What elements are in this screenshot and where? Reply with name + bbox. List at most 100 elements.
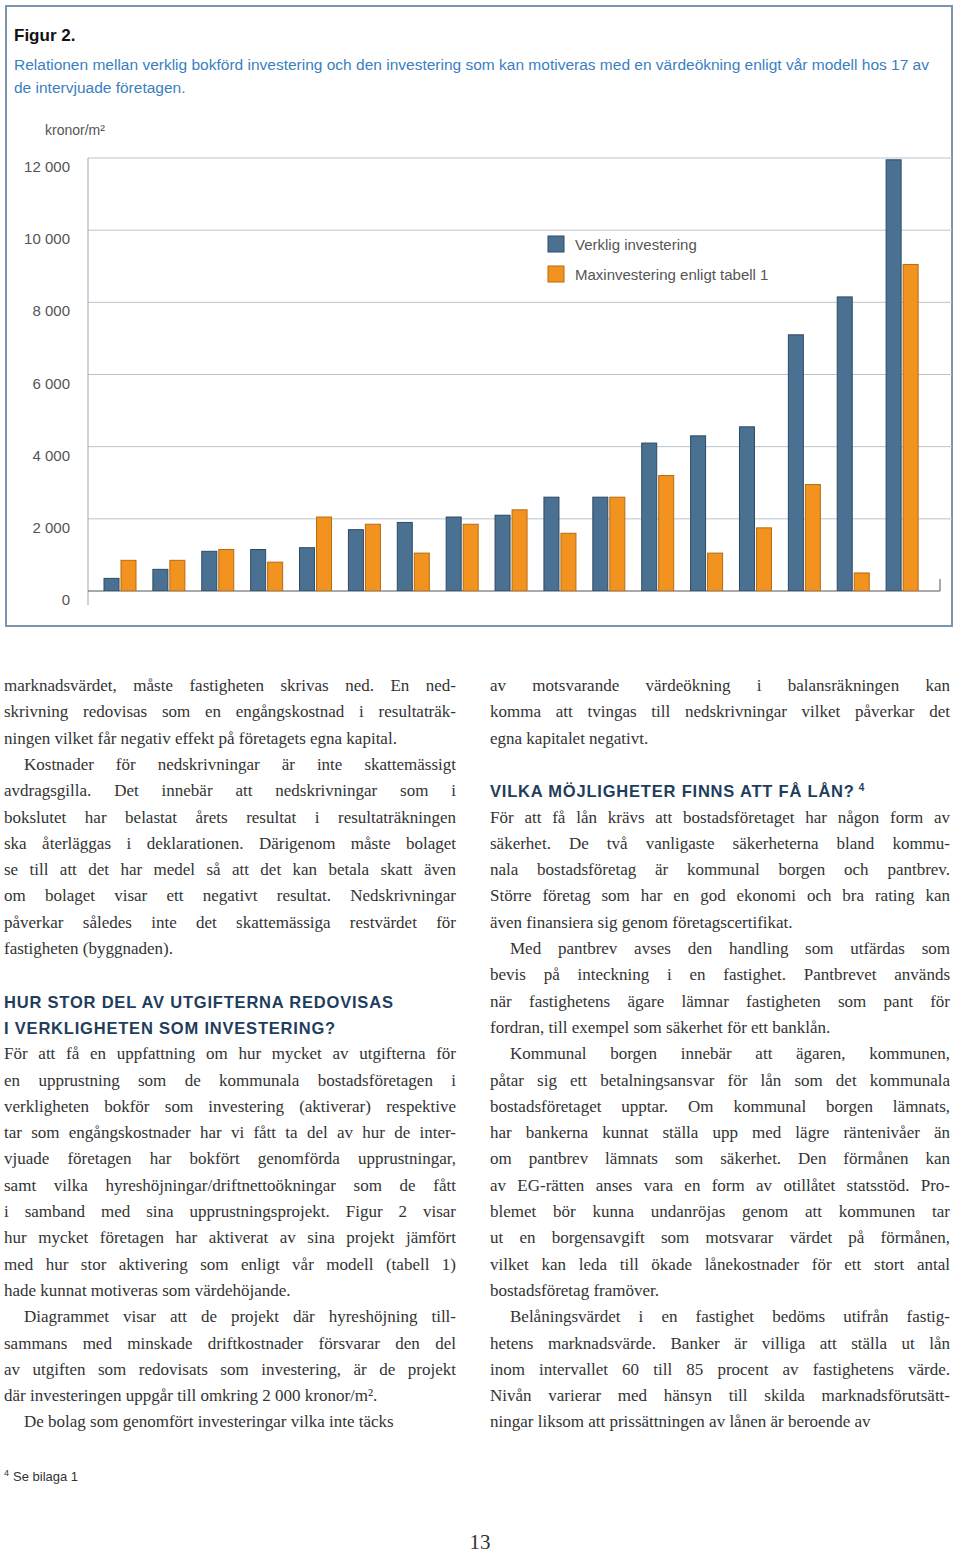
heading-text: HUR STOR DEL AV UTGIFTERNA REDOVISAS — [4, 993, 394, 1011]
text-line: fastigheten (byggnaden). — [4, 936, 456, 962]
heading-line: HUR STOR DEL AV UTGIFTERNA REDOVISAS — [4, 989, 394, 1015]
y-tick-label: 0 — [62, 591, 70, 608]
text-line: Diagrammet visar att de projekt där hyre… — [4, 1304, 456, 1330]
text-line: skrivning redovisas som en engångskostna… — [4, 699, 456, 725]
bar — [708, 553, 723, 591]
figure-caption: Relationen mellan verklig bokförd invest… — [14, 53, 944, 99]
text-line: Nivån varierar med hänsyn till skilda ma… — [490, 1383, 950, 1409]
text-line: när fastighetens ägare lämnar fastighete… — [490, 989, 950, 1015]
text-line: ut en borgensavgift som motsvarar värdet… — [490, 1225, 950, 1251]
bar — [788, 335, 803, 591]
text-line: komma att tvingas till nedskrivningar vi… — [490, 699, 950, 725]
chart: kronor/m² 0 2 000 4 000 6 000 8 000 10 000 12 0… — [0, 0, 960, 632]
bar — [268, 562, 283, 591]
bar — [561, 533, 576, 591]
text-line: avdragsgilla. Det innebär att nedskrivni… — [4, 778, 456, 804]
bar — [837, 297, 852, 591]
text-line: vilket kan leda till ökade lånekostnader… — [490, 1252, 950, 1278]
text-line: inom intervallet 60 till 85 procent av f… — [490, 1357, 950, 1383]
text-line: För att få lån krävs att bostadsföretage… — [490, 805, 950, 831]
legend-swatch — [548, 236, 564, 252]
text-line: hetens marknadsvärde. Banker är villiga … — [490, 1331, 950, 1357]
grid-line — [88, 158, 952, 159]
bar — [121, 560, 136, 591]
bar — [317, 517, 332, 591]
text-line: marknadsvärdet, måste fastigheten skriva… — [4, 673, 456, 699]
text-line: har bankerna kunnat ställa upp med lägre… — [490, 1120, 950, 1146]
bar — [495, 515, 510, 591]
bar — [170, 560, 185, 591]
figure-title: Figur 2. — [14, 26, 75, 46]
grid-line — [88, 374, 952, 375]
bar — [610, 497, 625, 591]
bar — [805, 485, 820, 591]
bar — [854, 573, 869, 591]
bar — [300, 548, 315, 591]
text-line: ningar liksom att prissättningen av låne… — [490, 1409, 950, 1435]
text-line: hade kunnat motiveras som värdehöjande. — [4, 1278, 456, 1304]
bar — [593, 497, 608, 591]
bar — [659, 476, 674, 591]
page: Figur 2. Relationen mellan verklig bokför… — [0, 0, 960, 1556]
text-line: påverkar således inte det skattemässiga … — [4, 910, 456, 936]
text-line: ska återläggas i deklarationen. Därigeno… — [4, 831, 456, 857]
text-line: fordran, till exempel som säkerhet för e… — [490, 1015, 950, 1041]
text-line: se till att det har medel så att det kan… — [4, 857, 456, 883]
y-tick-label: 12 000 — [24, 158, 70, 175]
legend-label: Maxinvestering enligt tabell 1 — [575, 266, 768, 283]
text-line: i samband med sina upprustningsprojekt. … — [4, 1199, 456, 1225]
bar — [512, 510, 527, 591]
text-line: även finansiera sig genom företagscertif… — [490, 910, 950, 936]
y-axis-line — [88, 158, 89, 605]
heading-line: VILKA MÖJLIGHETER FINNS ATT FÅ LÅN? 4 — [490, 778, 865, 804]
bar — [365, 524, 380, 591]
heading-text: VILKA MÖJLIGHETER FINNS ATT FÅ LÅN? — [490, 782, 855, 800]
text-line: tar som engångskostnader har vi fått ta … — [4, 1120, 456, 1146]
text-line: Med pantbrev avses den handling som utfä… — [490, 936, 950, 962]
text-line: där investeringen uppgår till omkring 2 … — [4, 1383, 456, 1409]
text-line: bostadsföretag framöver. — [490, 1278, 950, 1304]
bar — [642, 443, 657, 591]
bar — [219, 550, 234, 591]
bars — [104, 160, 918, 591]
bar — [202, 551, 217, 591]
bar — [153, 569, 168, 591]
text-line: en upprustning som de kommunala bostadsf… — [4, 1068, 456, 1094]
text-line: säkerhet. De två vanligaste säkerheterna… — [490, 831, 950, 857]
text-line: ningen vilket får negativ effekt på före… — [4, 726, 456, 752]
y-tick-label: 4 000 — [32, 447, 70, 464]
text-line: Belåningsvärdet i en fastighet bedöms ut… — [490, 1304, 950, 1330]
footnote: 4 Se bilaga 1 — [4, 1468, 78, 1484]
heading-line: I VERKLIGHETEN SOM INVESTERING? — [4, 1015, 336, 1041]
bar — [414, 553, 429, 591]
y-tick-label: 10 000 — [24, 230, 70, 247]
footnote-text: Se bilaga 1 — [13, 1469, 78, 1484]
text-line: nala bostadsföretag är kommunal borgen o… — [490, 857, 950, 883]
text-line: hur mycket företagen har aktiverat av si… — [4, 1225, 456, 1251]
y-tick-label: 8 000 — [32, 302, 70, 319]
bar — [756, 528, 771, 591]
grid-line — [88, 446, 952, 447]
bar — [463, 524, 478, 591]
text-line: sammans med minskade driftkostnader förs… — [4, 1331, 456, 1357]
bar — [446, 517, 461, 591]
text-line: bokslutet har belastat årets resultat i … — [4, 805, 456, 831]
grid-line — [88, 230, 952, 231]
text-line: av utgiften som redovisats som investeri… — [4, 1357, 456, 1383]
bar — [251, 550, 266, 591]
legend-label: Verklig investering — [575, 236, 697, 253]
bar — [397, 522, 412, 591]
text-line: av motsvarande värdeökning i balansräkni… — [490, 673, 950, 699]
footnote-ref: 4 — [859, 782, 865, 793]
y-tick-label: 2 000 — [32, 519, 70, 536]
bar — [691, 436, 706, 591]
text-line: Större företag som har en god ekonomi oc… — [490, 883, 950, 909]
y-tick-label: 6 000 — [32, 375, 70, 392]
text-line: De bolag som genomfört investeringar vil… — [4, 1409, 456, 1435]
text-line: blemet bör kunna undanröjas genom att ko… — [490, 1199, 950, 1225]
text-line: bevis på inteckning i en fastighet. Pant… — [490, 962, 950, 988]
text-line: med hur stor aktivering som enligt vår m… — [4, 1252, 456, 1278]
footnote-mark: 4 — [4, 1468, 9, 1478]
y-axis-label: kronor/m² — [45, 122, 105, 138]
legend-swatch — [548, 266, 564, 282]
